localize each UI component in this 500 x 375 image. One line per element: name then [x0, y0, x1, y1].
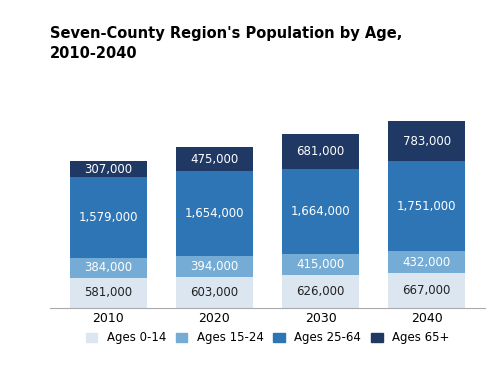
Text: 603,000: 603,000: [190, 285, 238, 298]
Text: 626,000: 626,000: [296, 285, 344, 298]
Bar: [388, 121, 465, 161]
Bar: [70, 278, 146, 308]
Text: 1,654,000: 1,654,000: [184, 207, 244, 220]
Bar: [176, 256, 252, 276]
Text: 667,000: 667,000: [402, 284, 451, 297]
Bar: [176, 171, 252, 256]
Text: 1,579,000: 1,579,000: [78, 211, 138, 224]
Text: 1,664,000: 1,664,000: [290, 205, 350, 218]
Bar: [388, 251, 465, 273]
Bar: [388, 273, 465, 308]
Bar: [70, 161, 146, 177]
Text: 415,000: 415,000: [296, 258, 344, 271]
Text: 384,000: 384,000: [84, 261, 132, 274]
Text: 432,000: 432,000: [402, 256, 451, 269]
Text: 394,000: 394,000: [190, 260, 238, 273]
Text: 581,000: 581,000: [84, 286, 132, 299]
Bar: [70, 177, 146, 258]
Text: Seven-County Region's Population by Age,
2010-2040: Seven-County Region's Population by Age,…: [50, 26, 403, 61]
Text: 783,000: 783,000: [402, 135, 450, 148]
Bar: [176, 147, 252, 171]
Bar: [388, 161, 465, 251]
Bar: [176, 276, 252, 308]
Text: 681,000: 681,000: [296, 145, 344, 158]
Text: 1,751,000: 1,751,000: [397, 200, 456, 213]
Bar: [282, 275, 358, 308]
Text: 475,000: 475,000: [190, 153, 238, 166]
Bar: [282, 134, 358, 169]
Bar: [70, 258, 146, 278]
Bar: [282, 254, 358, 275]
Legend: Ages 0-14, Ages 15-24, Ages 25-64, Ages 65+: Ages 0-14, Ages 15-24, Ages 25-64, Ages …: [86, 332, 450, 345]
Bar: [282, 169, 358, 254]
Text: 307,000: 307,000: [84, 163, 132, 176]
